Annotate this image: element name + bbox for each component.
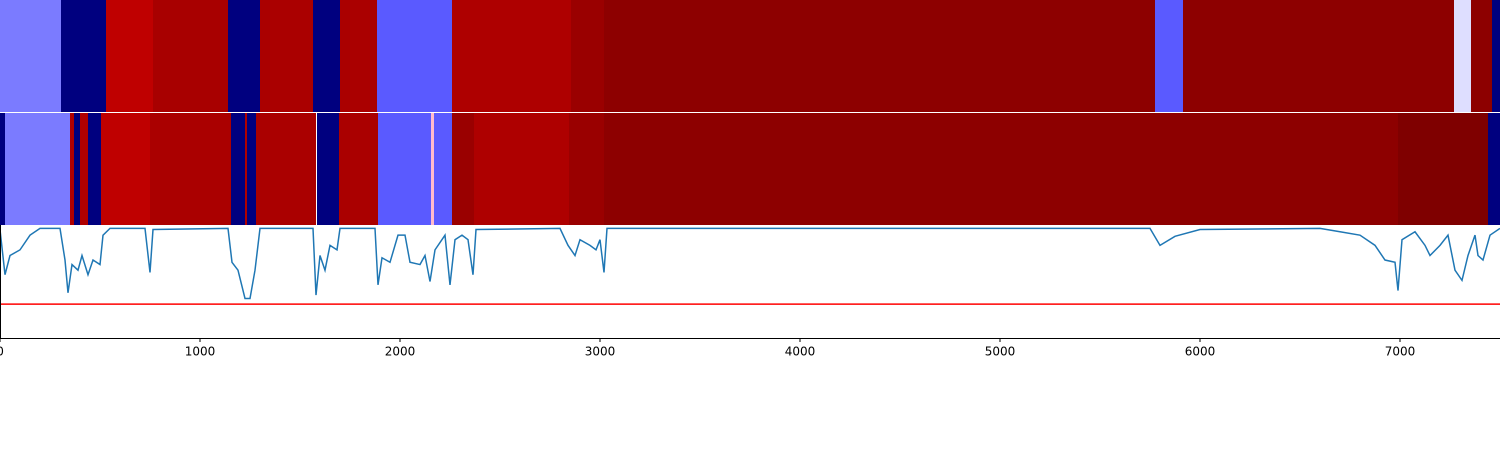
- segment: [260, 0, 313, 112]
- x-tick-label: 7000: [1385, 345, 1416, 359]
- segment: [61, 0, 106, 112]
- segment: [106, 0, 153, 112]
- segment: [150, 113, 231, 225]
- segment: [377, 0, 452, 112]
- segment: [317, 113, 339, 225]
- segment: [228, 0, 260, 112]
- x-tick-label: 2000: [385, 345, 416, 359]
- segment: [0, 0, 61, 112]
- segment: [604, 0, 1155, 112]
- segment: [1398, 113, 1488, 225]
- segment: [313, 0, 340, 112]
- segment: [339, 113, 378, 225]
- segment: [245, 113, 247, 225]
- segment: [70, 113, 74, 225]
- segment: [1155, 0, 1183, 112]
- segment: [88, 113, 101, 225]
- segment: [101, 113, 150, 225]
- segment: [231, 113, 245, 225]
- segment: [1454, 0, 1471, 112]
- segment: [452, 113, 474, 225]
- segment: [74, 113, 80, 225]
- x-tick-label: 6000: [1185, 345, 1216, 359]
- segment: [1471, 0, 1492, 112]
- segment: [1488, 113, 1500, 225]
- line-series: [0, 227, 1500, 300]
- segment: [0, 113, 5, 225]
- segment: [431, 113, 434, 225]
- segment: [340, 0, 377, 112]
- segment: [256, 113, 316, 225]
- segment: [5, 113, 70, 225]
- x-tick-label: 0: [0, 345, 4, 359]
- segment: [474, 113, 569, 225]
- segment: [80, 113, 88, 225]
- segment: [247, 113, 256, 225]
- x-tick-label: 5000: [985, 345, 1016, 359]
- segment: [1492, 0, 1500, 112]
- x-tick-label: 3000: [585, 345, 616, 359]
- segment: [153, 0, 228, 112]
- segment: [569, 113, 604, 225]
- segment: [571, 0, 604, 112]
- x-tick-label: 1000: [185, 345, 216, 359]
- segment: [1183, 0, 1454, 112]
- segment: [378, 113, 431, 225]
- segment: [604, 113, 1398, 225]
- segment: [452, 0, 571, 112]
- x-tick-label: 4000: [785, 345, 816, 359]
- segment: [434, 113, 452, 225]
